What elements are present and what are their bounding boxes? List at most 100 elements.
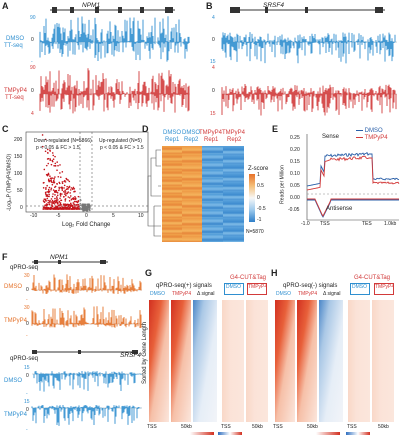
h-col-tmpy: TMPyP4: [298, 291, 318, 297]
volcano-point: [81, 203, 83, 205]
volcano-point: [71, 188, 74, 190]
d-heatmap: [162, 146, 244, 242]
volcano-point: [64, 189, 66, 192]
volcano-point: [46, 197, 49, 200]
volcano-point: [58, 187, 61, 190]
volcano-point: [52, 189, 55, 191]
c-down-crit: p < 0.05 & FC > 1.5: [36, 145, 80, 151]
volcano-point: [57, 204, 60, 207]
f-tick-1: 0: [26, 287, 29, 293]
h-title: qPRO-seq(-) signals: [283, 283, 338, 289]
d-heatmap-col1: [162, 146, 182, 242]
c-ytick-3: 50: [17, 188, 23, 194]
volcano-point: [79, 208, 82, 210]
g-colorbar-2: [218, 432, 242, 435]
volcano-point: [55, 205, 57, 207]
volcano-point: [53, 207, 56, 209]
volcano-point: [77, 195, 80, 198]
b-tick-top-zero: 0: [212, 37, 215, 43]
volcano-point: [68, 200, 71, 202]
b-tick-bot-pos: 4: [212, 65, 215, 71]
volcano-point: [75, 198, 77, 200]
volcano-point: [64, 206, 67, 209]
volcano-point: [46, 184, 48, 187]
volcano-point: [42, 145, 44, 148]
volcano-point: [57, 202, 59, 205]
f-tmpy: TMPyP4: [4, 318, 28, 324]
volcano-point: [58, 181, 61, 184]
volcano-point: [43, 206, 45, 209]
e-ytick-5: 0.00: [290, 195, 300, 201]
volcano-point: [47, 201, 50, 204]
volcano-point: [44, 191, 47, 194]
volcano-point: [48, 203, 51, 206]
f-srsf4-tmpy-track: [31, 405, 142, 426]
volcano-point: [58, 189, 60, 192]
h-heatmap-delta: [319, 300, 343, 422]
a-tick-top-pos: 90: [30, 15, 36, 21]
g-cut-box-1: [224, 283, 244, 295]
h-col-cut-dmso: DMSO: [352, 284, 367, 290]
volcano-point: [50, 179, 52, 181]
volcano-point: [54, 162, 57, 165]
e-sense-label: Sense: [322, 134, 340, 140]
volcano-point: [78, 205, 80, 208]
h-col-cut-tmpy: TMPyP4: [375, 284, 395, 290]
volcano-point: [82, 205, 85, 207]
volcano-point: [53, 203, 56, 205]
volcano-point: [48, 190, 51, 193]
d-col1-b: Rep1: [165, 137, 180, 143]
panel-b-tmpy-track: [221, 84, 397, 116]
profile-antisense-tmpy: [307, 198, 399, 217]
profile-sense-dmso: [306, 151, 400, 187]
volcano-point: [55, 189, 58, 192]
volcano-point: [44, 150, 47, 153]
volcano-point: [63, 203, 65, 206]
volcano-point: [77, 208, 80, 210]
volcano-point: [51, 203, 53, 205]
panel-a-tmpy-track: [39, 68, 190, 114]
volcano-point: [45, 203, 48, 205]
f-tick-11: -: [26, 427, 28, 433]
volcano-point: [82, 206, 85, 209]
volcano-point: [50, 177, 53, 180]
volcano-point: [84, 203, 87, 205]
volcano-point: [63, 187, 65, 189]
c-ytick-4: 0: [20, 205, 23, 211]
profile-sense-tmpy: [306, 155, 400, 191]
g-heatmap-dmso: [149, 300, 169, 422]
volcano-point: [45, 164, 48, 167]
d-heatmap-col4: [223, 146, 244, 242]
c-down-label: Down-regulated (N=5866): [34, 138, 92, 144]
volcano-point: [74, 208, 77, 210]
volcano-point: [59, 204, 61, 206]
volcano-point: [66, 178, 68, 181]
volcano-point: [48, 195, 50, 198]
volcano-point: [86, 207, 88, 209]
volcano-point: [59, 176, 62, 178]
f-npm1-dmso-track: [31, 274, 142, 294]
g-heatmap-tmpy: [171, 300, 191, 422]
volcano-point: [44, 208, 47, 210]
d-legend-title: Z-score: [248, 166, 269, 172]
a-dmso-sub: TT-seq: [4, 43, 23, 49]
volcano-point: [50, 198, 53, 200]
profile-antisense-dmso: [307, 199, 399, 218]
c-xlabel: Log₂ Fold Change: [62, 222, 111, 228]
volcano-point: [88, 203, 90, 206]
volcano-point: [44, 204, 46, 207]
volcano-point: [52, 181, 54, 184]
volcano-point: [54, 176, 56, 178]
panel-e-metagene-plot: [306, 134, 400, 221]
g-heatmap-cut-dmso: [222, 300, 244, 422]
volcano-point: [67, 208, 69, 210]
volcano-point: [68, 180, 71, 183]
c-ytick-0: 200: [14, 137, 23, 143]
d-legend-bar: [249, 174, 255, 222]
f-tick-5: -: [26, 333, 28, 339]
a-dmso-label: DMSO: [6, 36, 24, 42]
f-gene2-model: [32, 350, 138, 354]
c-up-crit: p < 0.05 & FC > 1.5: [100, 145, 144, 151]
f-tick-3: 30: [24, 305, 30, 311]
d-col2-a: DMSO: [182, 130, 200, 136]
